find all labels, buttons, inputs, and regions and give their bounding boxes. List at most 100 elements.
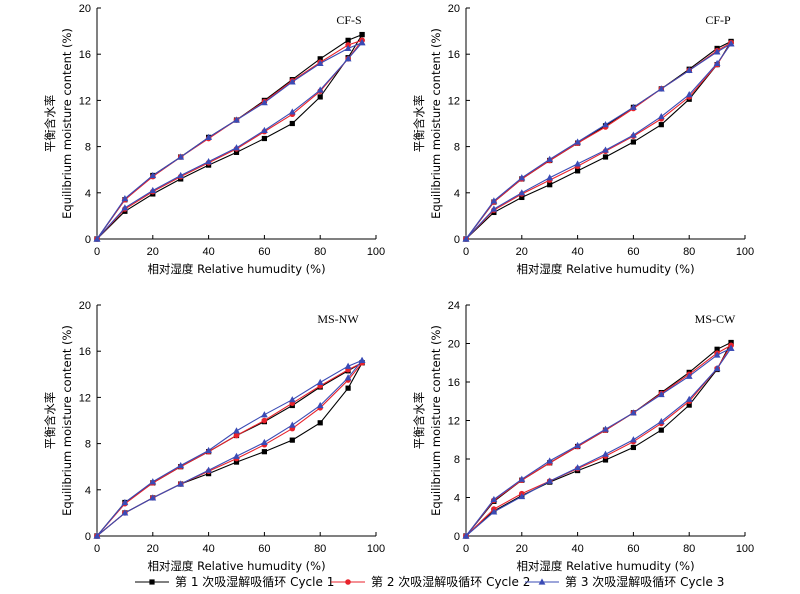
desorption-point bbox=[149, 171, 157, 179]
legend-label: 第 3 次吸湿解吸循环 Cycle 3 bbox=[565, 574, 724, 589]
adsorption-point bbox=[261, 126, 268, 134]
desorption-point bbox=[93, 235, 101, 242]
x-axis-label: 相对湿度 Relative humudity (%) bbox=[516, 262, 694, 276]
y-axis-label-en: Equilibrium moisture content (%) bbox=[429, 325, 443, 516]
adsorption-point bbox=[205, 158, 212, 165]
y-tick-label: 16 bbox=[448, 49, 460, 61]
desorption-point bbox=[316, 59, 324, 67]
desorption-point bbox=[205, 446, 212, 454]
x-tick-label: 100 bbox=[367, 246, 385, 258]
y-tick-label: 16 bbox=[79, 49, 91, 61]
x-tick-label: 80 bbox=[683, 246, 695, 258]
adsorption-point bbox=[546, 477, 554, 484]
desorption-point bbox=[177, 461, 185, 469]
adsorption-point bbox=[602, 457, 609, 463]
desorption-point bbox=[288, 78, 296, 85]
x-tick-label: 0 bbox=[463, 246, 469, 258]
desorption-point bbox=[149, 478, 157, 485]
adsorption-point bbox=[658, 427, 664, 433]
desorption-point bbox=[288, 396, 296, 403]
desorption-point bbox=[713, 48, 721, 55]
adsorption-line bbox=[465, 43, 732, 240]
desorption-point bbox=[121, 498, 129, 506]
desorption-point bbox=[490, 197, 498, 204]
adsorption-point bbox=[288, 421, 296, 428]
desorption-point bbox=[261, 411, 268, 418]
adsorption-point bbox=[602, 146, 609, 153]
adsorption-point bbox=[490, 508, 498, 515]
x-tick-label: 80 bbox=[314, 246, 326, 258]
adsorption-point bbox=[233, 459, 240, 465]
adsorption-point bbox=[519, 194, 525, 201]
desorption-point bbox=[602, 425, 609, 432]
x-tick-label: 40 bbox=[202, 543, 214, 555]
adsorption-point bbox=[205, 466, 212, 473]
adsorption-line bbox=[96, 42, 363, 240]
desorption-point bbox=[177, 153, 185, 160]
x-tick-label: 100 bbox=[367, 543, 385, 555]
legend-marker bbox=[345, 579, 351, 585]
adsorption-point bbox=[261, 438, 268, 446]
x-tick-label: 40 bbox=[571, 543, 583, 555]
adsorption-point bbox=[574, 160, 581, 167]
desorption-point bbox=[316, 378, 324, 385]
x-tick-label: 80 bbox=[683, 543, 695, 555]
y-tick-label: 4 bbox=[85, 485, 91, 497]
y-axis-label-en: Equilibrium moisture content (%) bbox=[60, 28, 74, 219]
desorption-line bbox=[96, 39, 363, 240]
adsorption-point bbox=[518, 492, 526, 500]
desorption-point bbox=[358, 39, 366, 46]
adsorption-point bbox=[602, 450, 609, 457]
chart-title: CF-P bbox=[705, 13, 731, 27]
x-tick-label: 20 bbox=[516, 543, 528, 555]
x-tick-label: 20 bbox=[516, 246, 528, 258]
series-cycle-1 bbox=[94, 360, 365, 539]
x-tick-label: 60 bbox=[258, 543, 270, 555]
desorption-point bbox=[344, 44, 352, 52]
adsorption-point bbox=[288, 108, 296, 115]
legend-item-cycle-2: 第 2 次吸湿解吸循环 Cycle 2 bbox=[331, 574, 530, 589]
desorption-point bbox=[205, 133, 212, 140]
adsorption-point bbox=[344, 374, 352, 381]
adsorption-point bbox=[630, 444, 636, 451]
y-tick-label: 4 bbox=[85, 188, 91, 200]
adsorption-point bbox=[345, 385, 351, 391]
chart-panel-3: 0 4 8 12 16 20 0 20 40 60 80 100 相对湿度 Relative humud… bbox=[43, 300, 385, 573]
x-axis-label: 相对湿度 Relative humudity (%) bbox=[516, 559, 694, 573]
legend-label: 第 1 次吸湿解吸循环 Cycle 1 bbox=[175, 574, 334, 589]
desorption-point bbox=[518, 475, 526, 482]
adsorption-point bbox=[261, 135, 267, 142]
y-axis-label-cn: 平衡含水率 bbox=[43, 392, 57, 450]
y-tick-label: 8 bbox=[85, 439, 91, 451]
adsorption-point bbox=[177, 480, 185, 487]
x-axis-label: 相对湿度 Relative humudity (%) bbox=[147, 559, 325, 573]
x-tick-label: 20 bbox=[147, 543, 159, 555]
x-tick-label: 0 bbox=[94, 543, 100, 555]
adsorption-point bbox=[289, 120, 295, 127]
adsorption-point bbox=[546, 174, 554, 181]
y-tick-label: 0 bbox=[454, 531, 460, 543]
series-cycle-2 bbox=[94, 359, 365, 539]
desorption-line bbox=[465, 43, 732, 240]
y-axis-label-en: Equilibrium moisture content (%) bbox=[60, 325, 74, 516]
x-tick-label: 20 bbox=[147, 246, 159, 258]
adsorption-point bbox=[630, 139, 636, 145]
desorption-point bbox=[602, 121, 609, 128]
adsorption-point bbox=[575, 168, 581, 174]
x-tick-label: 60 bbox=[627, 246, 639, 258]
series-cycle-3 bbox=[93, 356, 366, 539]
chart-panel-2: 0 4 8 12 16 20 0 20 40 60 80 100 相对湿度 Relative humud… bbox=[412, 3, 754, 276]
adsorption-point bbox=[686, 402, 692, 408]
adsorption-point bbox=[685, 91, 693, 98]
adsorption-point bbox=[518, 189, 526, 196]
x-tick-label: 40 bbox=[202, 246, 214, 258]
desorption-point bbox=[261, 417, 268, 424]
desorption-point bbox=[630, 409, 637, 416]
desorption-point bbox=[518, 174, 526, 181]
series-cycle-3 bbox=[462, 344, 735, 539]
desorption-point bbox=[317, 56, 323, 62]
series-cycle-3 bbox=[93, 39, 366, 242]
desorption-point bbox=[546, 457, 554, 464]
y-tick-label: 20 bbox=[79, 300, 91, 312]
